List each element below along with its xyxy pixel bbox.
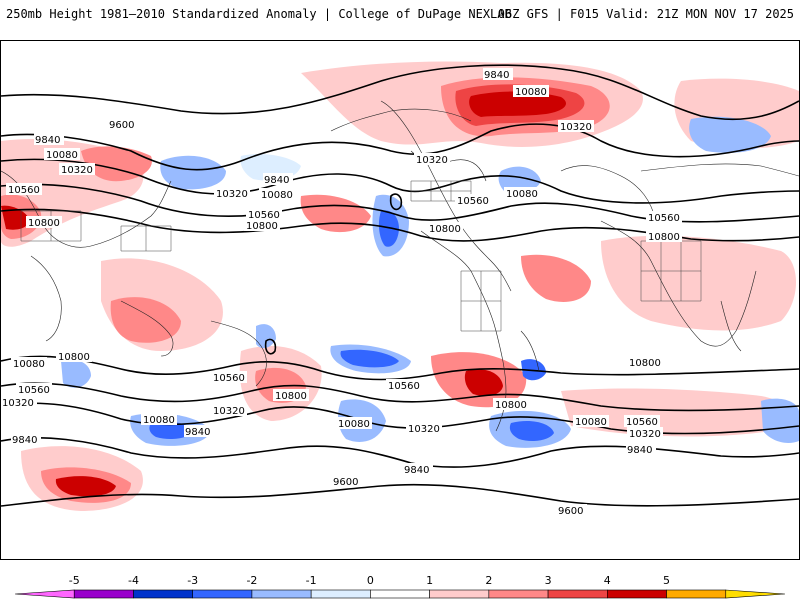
colorbar-segment (73, 589, 134, 599)
contour-label: 10800 (648, 232, 680, 243)
colorbar-tick-label: 4 (604, 574, 611, 587)
contour-label: 10800 (28, 218, 60, 229)
contour-label: 10320 (629, 429, 661, 440)
colorbar-tick-label: -1 (306, 574, 317, 587)
contour-label: 10800 (629, 358, 661, 369)
contour-label: 10560 (213, 373, 245, 384)
anomaly-map[interactable]: 9840 9600 10080 9840 10320 10080 10560 1… (1, 41, 799, 559)
header: 250mb Height 1981–2010 Standardized Anom… (0, 0, 800, 30)
contour-label: 9840 (264, 175, 289, 186)
contour-label: 10560 (626, 417, 658, 428)
contour-label: 10560 (8, 185, 40, 196)
contour-label: 10800 (275, 391, 307, 402)
contour-labels: 9840 9600 10080 9840 10320 10080 10560 1… (1, 68, 682, 517)
colorbar-tick-label: -2 (246, 574, 257, 587)
colorbar-tick-label: 2 (485, 574, 492, 587)
contour-label: 10560 (648, 213, 680, 224)
contour-label: 9840 (484, 70, 509, 81)
contour-label: 10320 (2, 398, 34, 409)
contour-label: 10080 (143, 415, 175, 426)
colorbar-svg: -5 -4 -3 -2 -1 0 1 2 3 4 5 (14, 574, 786, 599)
contour-label: 10080 (575, 417, 607, 428)
contour-label: 10560 (248, 210, 280, 221)
colorbar-segment (133, 589, 193, 599)
colorbar-segment (725, 589, 786, 599)
colorbar-tick-label: -3 (187, 574, 198, 587)
colorbar-tick-label: 3 (545, 574, 552, 587)
colorbar-segment (251, 589, 312, 599)
colorbar-tick-label: 1 (426, 574, 433, 587)
colorbar-segment (547, 589, 608, 599)
colorbar-tick-label: 5 (663, 574, 670, 587)
positive-anomaly-shading (1, 61, 799, 511)
colorbar-segment (310, 589, 371, 599)
contour-label: 9840 (404, 465, 429, 476)
contour-label: 9840 (35, 135, 60, 146)
contour-label: 9600 (109, 120, 134, 131)
colorbar-segment (666, 589, 727, 599)
model-run-info: 06Z GFS | F015 Valid: 21Z MON NOV 17 202… (497, 7, 794, 21)
contour-label: 10320 (416, 155, 448, 166)
contour-label: 10080 (506, 189, 538, 200)
contour-label: 9600 (558, 506, 583, 517)
contour-label: 10800 (58, 352, 90, 363)
contour-label: 9840 (12, 435, 37, 446)
colorbar: -5 -4 -3 -2 -1 0 1 2 3 4 5 (0, 570, 800, 600)
map-panel[interactable]: 9840 9600 10080 9840 10320 10080 10560 1… (0, 40, 800, 560)
colorbar-segment (607, 589, 667, 599)
colorbar-segments (14, 589, 786, 599)
contour-label: 10080 (515, 87, 547, 98)
negative-anomaly-shading (61, 116, 799, 448)
contour-label: 10080 (46, 150, 78, 161)
contour-label: 10800 (495, 400, 527, 411)
contour-label: 10320 (61, 165, 93, 176)
contour-label: 10320 (560, 122, 592, 133)
map-title: 250mb Height 1981–2010 Standardized Anom… (6, 7, 512, 21)
contour-label: 10560 (18, 385, 50, 396)
contour-label: 10320 (213, 406, 245, 417)
colorbar-tick-label: 0 (367, 574, 374, 587)
contour-label: 9840 (185, 427, 210, 438)
colorbar-segment (488, 589, 549, 599)
colorbar-tick-label: -5 (69, 574, 80, 587)
contour-label: 9600 (333, 477, 358, 488)
colorbar-ticks: -5 -4 -3 -2 -1 0 1 2 3 4 5 (69, 574, 670, 587)
colorbar-segment (192, 589, 253, 599)
contour-label: 9840 (627, 445, 652, 456)
contour-label: 10800 (246, 221, 278, 232)
contour-label: 10080 (261, 190, 293, 201)
contour-label: 10320 (216, 189, 248, 200)
contour-label: 10560 (388, 381, 420, 392)
colorbar-segment (370, 589, 430, 599)
colorbar-tick-label: -4 (128, 574, 139, 587)
contour-label: 10800 (429, 224, 461, 235)
colorbar-segment (14, 589, 75, 599)
contour-label: 10560 (457, 196, 489, 207)
height-contours (1, 64, 799, 507)
contour-label: 10320 (408, 424, 440, 435)
colorbar-segment (429, 589, 490, 599)
contour-label: 10080 (338, 419, 370, 430)
contour-label: 10080 (13, 359, 45, 370)
